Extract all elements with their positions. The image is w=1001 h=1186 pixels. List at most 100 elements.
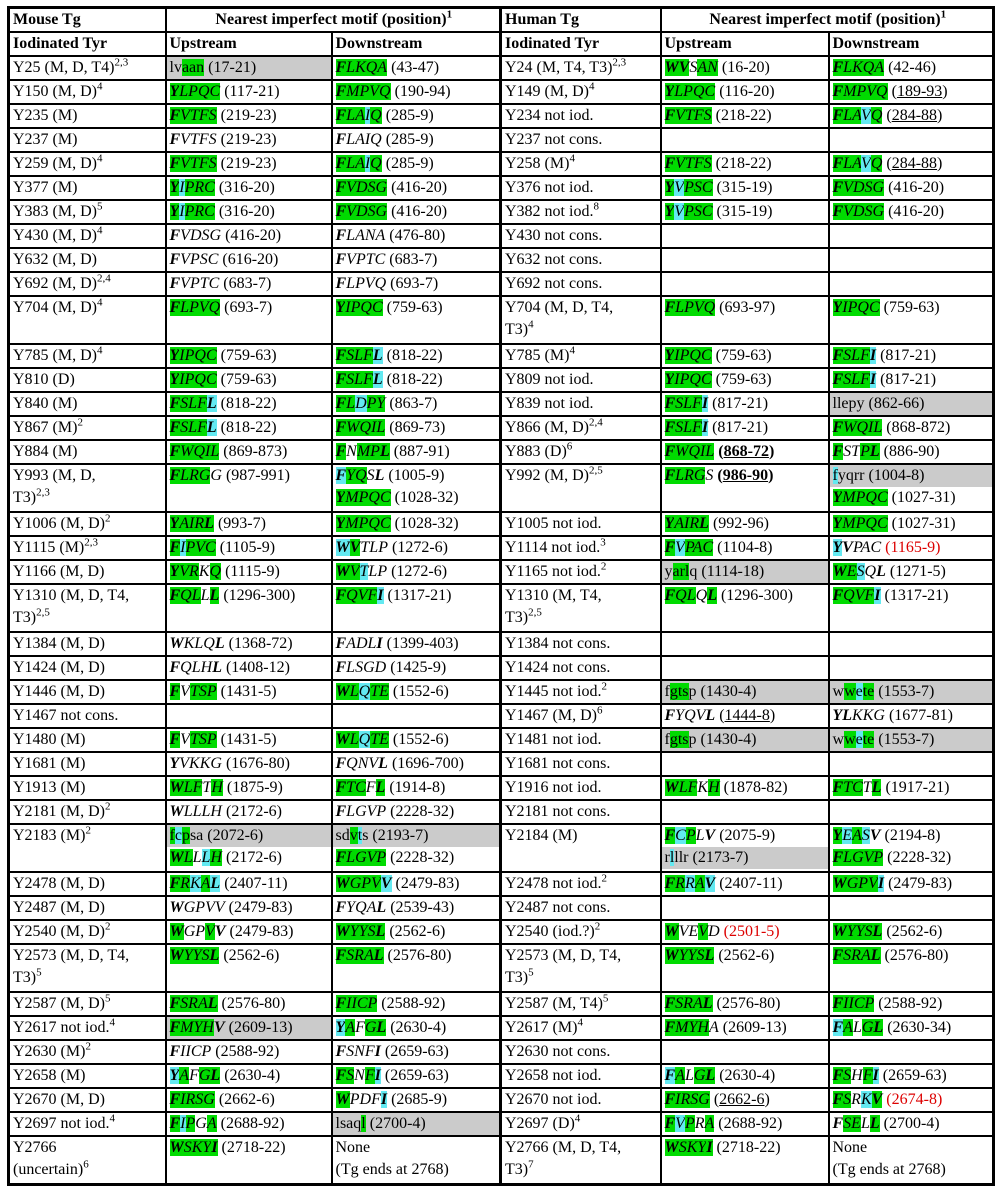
cell-line: Y25 (M, D, T4)2,3 (13, 56, 129, 76)
green-highlight: F (664, 1091, 676, 1108)
human-downstream-cell (827, 247, 995, 273)
mouse-tyr-cell: Y2587 (M, D)5 (7, 991, 167, 1017)
mouse-downstream-cell: FVDSG (416-20) (330, 199, 502, 225)
table-row: Y1681 (M) YVKKG (1676-80) FQNVL (1696-700)… (7, 751, 995, 777)
green-highlight: MPQC (842, 515, 888, 532)
styled-text: L (212, 659, 222, 676)
human-tyr-cell: Y2658 not iod. (499, 1063, 662, 1089)
green-highlight: VDSG (346, 203, 388, 220)
cyan-highlight: E (842, 827, 853, 844)
superscript: 2 (105, 512, 111, 525)
green-highlight: F (335, 107, 347, 124)
styled-text: Q (864, 563, 877, 580)
table-row: Y259 (M, D)4 FVTFS (219-23) FLAIQ (285-9) Y… (7, 151, 995, 177)
green-highlight: Q (870, 107, 883, 124)
cyan-highlight: Q (358, 683, 371, 700)
human-upstream-cell: FSLFI (817-21) (659, 415, 830, 441)
cell-line: FSNFI (2659-63) (335, 1067, 449, 1084)
table-row: Y632 (M, D) FVPSC (616-20) FVPTC (683-7) Y6… (7, 247, 995, 273)
green-highlight: F (832, 203, 844, 220)
cell-line: Y992 (M, D)2,5 (505, 464, 603, 484)
cyan-highlight: D (355, 395, 367, 412)
styled-text: QNV (346, 755, 379, 772)
green-highlight: W (335, 731, 350, 748)
green-highlight: W (664, 59, 679, 76)
green-highlight: F (335, 83, 347, 100)
green-highlight: L (873, 1019, 884, 1036)
styled-text: PDF (349, 1091, 381, 1108)
green-highlight: F (664, 539, 676, 556)
human-tyr-cell: Y785 (M)4 (499, 343, 662, 369)
mouse-upstream-cell: YVKKG (1676-80) (164, 751, 333, 777)
green-highlight: WQIL (346, 419, 386, 436)
green-highlight: Y (832, 515, 843, 532)
green-highlight: V (678, 59, 690, 76)
styled-text: G (210, 467, 222, 484)
cell-line: Y866 (M, D)2,4 (505, 416, 603, 436)
green-highlight: L (210, 1067, 221, 1084)
mouse-tyr-cell: Y867 (M)2 (7, 415, 167, 441)
cyan-highlight: I (701, 395, 709, 412)
human-downstream-cell: FIICP (2588-92) (827, 991, 995, 1017)
styled-text: F (335, 803, 347, 820)
human-downstream-cell: YVPAC (1165-9) (827, 535, 995, 561)
cell-line: Y2670 (M, D) (13, 1091, 105, 1108)
superscript: 5 (36, 966, 42, 979)
superscript: 4 (97, 224, 103, 237)
green-highlight: P (860, 443, 870, 460)
cell-line: FLGVP (2228-32) (335, 803, 455, 820)
human-downstream-cell (827, 223, 995, 249)
mouse-downstream-cell: FADLI (1399-403) (330, 631, 502, 657)
styled-text: A (708, 1019, 719, 1036)
styled-text: R (851, 1091, 861, 1108)
cell-line: FADLI (1399-403) (335, 635, 459, 652)
green-highlight: F (832, 849, 844, 866)
green-highlight: F (664, 995, 676, 1012)
cell-line: FIICP (2588-92) (335, 995, 446, 1012)
superscript: 2,3 (612, 56, 627, 69)
superscript: 2 (105, 920, 111, 933)
green-highlight: YYS (349, 923, 376, 940)
cell-line: FVTSP (1431-5) (169, 683, 277, 700)
cell-line: FSLFL (818-22) (335, 347, 443, 364)
styled-text: F (169, 1043, 181, 1060)
cell-line: Y2766 (13, 1139, 57, 1156)
styled-text: F (335, 227, 347, 244)
human-downstream-cell: FSELL (2700-4) (827, 1111, 995, 1137)
green-highlight: L (376, 1019, 387, 1036)
cell-line: YVRKQ (1115-9) (169, 563, 280, 580)
green-highlight: F (664, 155, 676, 172)
superscript: 4 (574, 1112, 581, 1125)
green-highlight: GPV (349, 875, 381, 892)
mouse-upstream-cell: YLPQC (117-21) (164, 79, 333, 105)
cell-line: Y632 (M, D) (13, 251, 97, 268)
cyan-highlight: Y (832, 539, 843, 556)
superscript: 4 (569, 344, 575, 357)
styled-text: LPVQ (346, 275, 387, 292)
human-tyr-cell: Y2573 (M, D, T4, T3)5 (499, 943, 662, 993)
cell-line: Y149 (M, D)4 (505, 80, 595, 100)
green-highlight: AIR (674, 515, 700, 532)
green-highlight: YYS (183, 947, 210, 964)
cell-line: Y1310 (M, T4, (505, 587, 602, 604)
cell-line: FALGL (2630-34) (832, 1019, 952, 1036)
human-upstream-cell: FRRAV (2407-11) (659, 871, 830, 897)
motif-table: Mouse Tg Nearest imperfect motif (positi… (7, 6, 995, 1186)
superscript: 4 (109, 1016, 115, 1029)
green-highlight: p (181, 827, 190, 844)
human-tyr-cell: Y2587 (M, T4)5 (499, 991, 662, 1017)
green-highlight: Y (664, 515, 675, 532)
cyan-highlight: c (174, 827, 182, 844)
green-highlight: G (693, 1067, 706, 1084)
cell-line: FSLFI (817-21) (832, 371, 937, 388)
green-highlight: MPQC (842, 489, 888, 506)
superscript: 4 (528, 318, 534, 331)
table-row: Y704 (M, D)4 FLPVQ (693-7) YIPQC (759-63) Y… (7, 295, 995, 345)
cell-line-gray: lvaan (17-21) (167, 58, 330, 78)
styled-text: V (180, 683, 190, 700)
styled-text: GPVV (183, 899, 225, 916)
green-highlight: F (335, 179, 347, 196)
mouse-upstream-cell: YIPRC (316-20) (164, 175, 333, 201)
green-highlight: F (335, 59, 347, 76)
superscript: 4 (97, 80, 103, 93)
